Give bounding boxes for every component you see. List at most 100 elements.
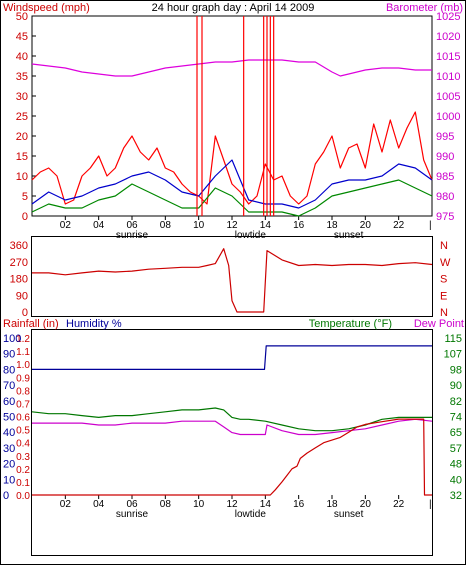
temperature-axis-label: Temperature (°F) [309, 318, 392, 330]
windspeed-tick-label: 20 [16, 131, 28, 143]
x-tick-label: 06 [126, 220, 138, 231]
windspeed-tick-label: 40 [16, 51, 28, 63]
compass-tick-label: N [440, 307, 448, 319]
x-tick-label: 08 [160, 499, 172, 510]
windspeed-tick-label: 30 [16, 91, 28, 103]
windspeed-tick-label: 5 [22, 191, 28, 203]
x-tick-label: 04 [93, 499, 105, 510]
barometer-axis-label: Barometer (mb) [386, 2, 463, 14]
wind-direction-line [32, 248, 433, 313]
barometer-tick-label: 1025 [436, 11, 460, 23]
rainfall-tick-label: 0.7 [16, 399, 30, 410]
compass-tick-label: W [440, 257, 451, 269]
rainfall-tick-label: 0.8 [16, 386, 30, 397]
temperature-tick-label: 74 [450, 412, 462, 424]
humidity-line [32, 345, 432, 370]
windspeed-tick-label: 25 [16, 111, 28, 123]
direction-tick-label: 270 [10, 257, 28, 269]
x-tick-label: 02 [60, 220, 72, 231]
x-tick-label: 12 [226, 499, 238, 510]
x-annotation-sunset: sunset [334, 230, 364, 241]
x-tick-label: 08 [160, 220, 172, 231]
chart-marks: 0510152025303540455097598098599099510001… [3, 11, 462, 520]
temperature-tick-label: 98 [450, 364, 462, 376]
temperature-tick-label: 32 [450, 490, 462, 502]
x-tick-label: 20 [360, 220, 372, 231]
x-annotation-sunrise: sunrise [116, 509, 149, 520]
barometer-tick-label: 980 [436, 191, 454, 203]
barometer-tick-label: 1020 [436, 31, 460, 43]
x-tick-label: 18 [326, 499, 338, 510]
rainfall-tick-label: 0.5 [16, 426, 30, 437]
windspeed-line [31, 111, 433, 205]
rainfall-tick-label: 1.1 [16, 347, 30, 358]
x-tick-label: 20 [360, 499, 372, 510]
dewpoint-axis-label: Dew Point [414, 318, 464, 330]
rainfall-tick-label: 0.0 [16, 491, 30, 502]
barometer-tick-label: 1005 [436, 91, 460, 103]
x-tick-label: 14 [260, 499, 272, 510]
wind-gust-line [31, 179, 433, 217]
direction-tick-label: 360 [10, 240, 28, 252]
humidity-tick-label: 50 [3, 412, 15, 424]
barometer-tick-label: 1010 [436, 71, 460, 83]
x-tick-label: 22 [393, 220, 405, 231]
compass-tick-label: S [440, 274, 447, 286]
rainfall-tick-label: 0.4 [16, 439, 30, 450]
barometer-tick-label: 990 [436, 151, 454, 163]
temperature-tick-label: 90 [450, 380, 462, 392]
windspeed-tick-label: 0 [22, 211, 28, 223]
windspeed-tick-label: 35 [16, 71, 28, 83]
humidity-tick-label: 90 [3, 349, 15, 361]
humidity-tick-label: 40 [3, 427, 15, 439]
windspeed-axis-label: Windspeed (mph) [3, 2, 90, 14]
x-tick-label: 18 [326, 220, 338, 231]
rainfall-tick-label: 1.2 [16, 334, 30, 345]
humidity-tick-label: 30 [3, 443, 15, 455]
humidity-tick-label: 60 [3, 396, 15, 408]
rainfall-tick-label: 0.1 [16, 478, 30, 489]
x-end-marker: | [429, 220, 432, 231]
temperature-tick-label: 115 [444, 333, 462, 345]
rainfall-tick-label: 0.2 [16, 465, 30, 476]
rainfall-tick-label: 0.9 [16, 373, 30, 384]
x-tick-label: 10 [193, 220, 205, 231]
direction-tick-label: 0 [22, 307, 28, 319]
temperature-tick-label: 40 [450, 474, 462, 486]
x-tick-label: 22 [393, 499, 405, 510]
panel2-frame [31, 236, 433, 317]
windspeed-tick-label: 10 [16, 171, 28, 183]
rainfall-tick-label: 0.6 [16, 413, 30, 424]
x-tick-label: 04 [93, 220, 105, 231]
x-annotation-sunset: sunset [334, 509, 364, 520]
barometer-tick-label: 995 [436, 131, 454, 143]
rainfall-tick-label: 0.3 [16, 452, 30, 463]
temperature-tick-label: 65 [450, 427, 462, 439]
temperature-tick-label: 82 [450, 396, 462, 408]
x-end-marker: | [429, 499, 432, 510]
x-tick-label: 02 [60, 499, 72, 510]
chart-title: 24 hour graph day : April 14 2009 [152, 2, 315, 14]
x-tick-label: 16 [293, 499, 305, 510]
barometer-tick-label: 985 [436, 171, 454, 183]
humidity-tick-label: 10 [3, 474, 15, 486]
x-annotation-lowtide: lowtide [235, 509, 267, 520]
x-annotation-lowtide: lowtide [235, 230, 267, 241]
dewpoint-line [32, 418, 433, 436]
x-tick-label: 06 [126, 499, 138, 510]
direction-tick-label: 180 [10, 274, 28, 286]
windspeed-average-line [31, 159, 433, 209]
windspeed-tick-label: 15 [16, 151, 28, 163]
x-tick-label: 12 [226, 220, 238, 231]
humidity-tick-label: 100 [3, 333, 21, 345]
barometer-tick-label: 975 [436, 211, 454, 223]
rainfall-tick-label: 1.0 [16, 360, 30, 371]
barometer-line [31, 59, 432, 77]
rainfall-axis-label: Rainfall (in) [3, 318, 59, 330]
x-tick-label: 10 [193, 499, 205, 510]
windspeed-tick-label: 50 [16, 11, 28, 23]
barometer-tick-label: 1000 [436, 111, 460, 123]
